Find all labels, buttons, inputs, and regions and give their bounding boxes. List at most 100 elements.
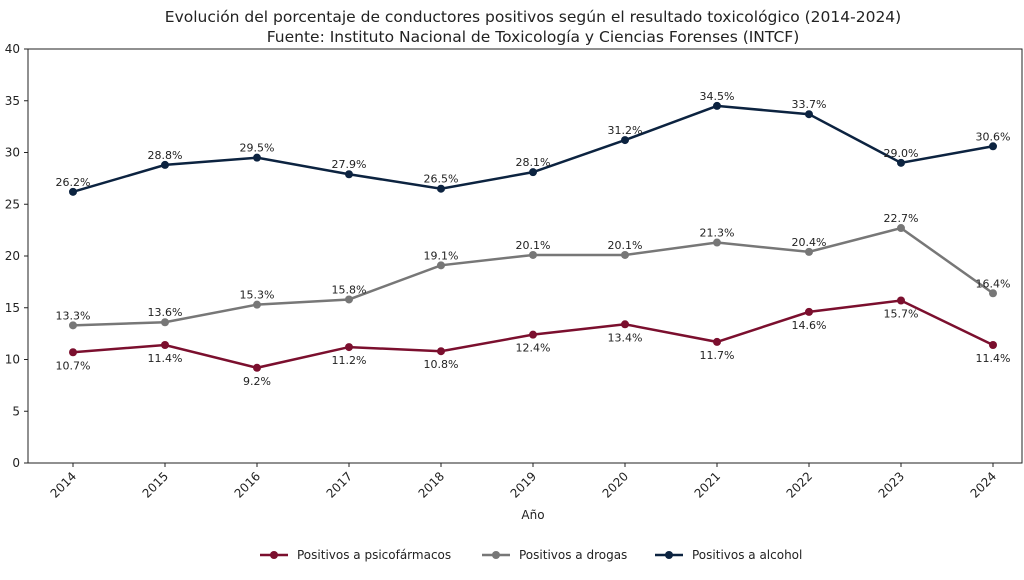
data-label: 19.1% (424, 249, 459, 262)
data-label: 20.1% (516, 239, 551, 252)
legend-label: Positivos a alcohol (692, 548, 802, 562)
data-label: 22.7% (884, 212, 919, 225)
data-label: 27.9% (332, 158, 367, 171)
data-point (713, 337, 721, 346)
y-tick-label: 10 (5, 353, 20, 367)
x-tick-label: 2018 (416, 469, 447, 500)
x-tick-label: 2023 (876, 469, 907, 500)
data-label: 15.7% (884, 308, 919, 321)
data-point (161, 341, 169, 350)
legend-item-2: Positivos a alcohol (655, 548, 802, 562)
data-point (345, 170, 353, 179)
data-label: 26.5% (424, 173, 459, 186)
data-label: 30.6% (976, 130, 1011, 143)
data-label: 13.3% (56, 309, 91, 322)
legend-marker (270, 551, 278, 559)
data-point (437, 261, 445, 270)
x-tick-label: 2017 (324, 469, 355, 500)
data-label: 11.4% (148, 352, 183, 365)
data-label: 11.7% (700, 349, 735, 362)
data-label: 9.2% (243, 375, 271, 388)
y-tick-label: 5 (12, 404, 20, 418)
x-tick-label: 2024 (968, 469, 999, 500)
y-tick-label: 15 (5, 301, 20, 315)
y-tick-label: 0 (12, 456, 20, 470)
data-point (345, 295, 353, 304)
chart-subtitle: Fuente: Instituto Nacional de Toxicologí… (267, 28, 800, 46)
x-tick-label: 2015 (140, 469, 171, 500)
y-tick-label: 20 (5, 249, 20, 263)
x-tick-label: 2016 (232, 469, 263, 500)
data-label: 28.8% (148, 149, 183, 162)
legend-marker (665, 551, 673, 559)
y-tick-label: 30 (5, 146, 20, 160)
data-point (805, 247, 813, 256)
legend-item-1: Positivos a drogas (482, 548, 627, 562)
data-label: 20.1% (608, 239, 643, 252)
legend-item-0: Positivos a psicofármacos (260, 548, 451, 562)
data-label: 10.8% (424, 358, 459, 371)
data-label: 11.2% (332, 354, 367, 367)
data-point (989, 142, 997, 151)
data-label: 29.0% (884, 147, 919, 160)
chart-title: Evolución del porcentaje de conductores … (165, 8, 901, 26)
data-label: 15.8% (332, 283, 367, 296)
data-point (713, 238, 721, 247)
data-label: 33.7% (792, 98, 827, 111)
data-point (253, 300, 261, 309)
x-tick-label: 2019 (508, 469, 539, 500)
data-point (897, 224, 905, 233)
data-label: 13.6% (148, 306, 183, 319)
data-point (805, 307, 813, 316)
data-point (621, 250, 629, 259)
data-label: 34.5% (700, 90, 735, 103)
data-point (805, 110, 813, 119)
data-point (529, 250, 537, 259)
data-label: 10.7% (56, 359, 91, 372)
data-point (897, 158, 905, 167)
series-line (72, 104, 994, 194)
data-point (345, 343, 353, 352)
legend-marker (492, 551, 500, 559)
data-label: 29.5% (240, 142, 275, 155)
data-point (621, 136, 629, 145)
x-tick-label: 2022 (784, 469, 815, 500)
series-1: 13.3% 13.6% 15.3% 15.8% 19.1% 20.1% 20.1% 21.3%… (56, 212, 1011, 330)
data-label: 28.1% (516, 156, 551, 169)
data-point (69, 348, 77, 357)
x-tick-label: 2021 (692, 469, 723, 500)
x-tick-label: 2020 (600, 469, 631, 500)
data-point (897, 296, 905, 305)
legend-label: Positivos a psicofármacos (297, 548, 451, 562)
y-tick-label: 35 (5, 94, 20, 108)
data-point (69, 187, 77, 196)
data-point (161, 318, 169, 327)
data-label: 21.3% (700, 227, 735, 240)
data-point (713, 101, 721, 110)
x-tick-label: 2014 (48, 469, 79, 500)
data-label: 14.6% (792, 319, 827, 332)
legend-label: Positivos a drogas (519, 548, 627, 562)
data-point (437, 347, 445, 356)
x-axis-label: Año (521, 508, 544, 522)
data-point (253, 153, 261, 162)
data-point (621, 320, 629, 329)
data-point (161, 160, 169, 169)
data-point (69, 321, 77, 330)
data-label: 20.4% (792, 236, 827, 249)
data-label: 13.4% (608, 331, 643, 344)
y-tick-label: 25 (5, 197, 20, 211)
y-tick-label: 40 (5, 42, 20, 56)
data-label: 16.4% (976, 277, 1011, 290)
data-point (989, 341, 997, 350)
data-point (253, 363, 261, 372)
series-2: 26.2% 28.8% 29.5% 27.9% 26.5% 28.1% 31.2% 34.5%… (56, 90, 1011, 196)
data-point (529, 330, 537, 339)
data-label: 11.4% (976, 352, 1011, 365)
data-point (437, 184, 445, 193)
data-point (989, 289, 997, 298)
data-label: 26.2% (56, 176, 91, 189)
series-0: 10.7% 11.4% 9.2% 11.2% 10.8% 12.4% 13.4% 11.7% 1… (56, 296, 1011, 388)
